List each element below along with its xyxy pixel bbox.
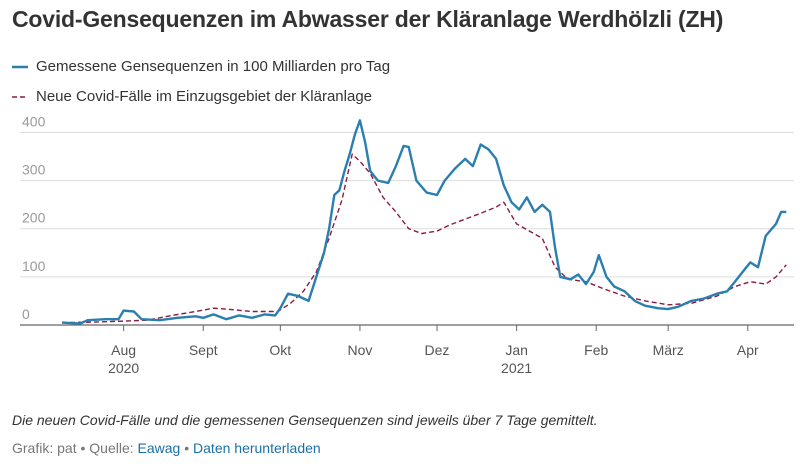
series-line-gensequenzen [61,119,787,325]
chart-title: Covid-Gensequenzen im Abwasser der Klära… [12,6,724,32]
credit-text: Grafik: pat [12,440,77,456]
separator-dot: • [80,440,86,456]
legend-item-gensequenzen: Gemessene Gensequenzen in 100 Milliarden… [12,58,390,75]
legend-dashed-line-icon [12,96,28,98]
legend-item-covid-faelle: Neue Covid-Fälle im Einzugsgebiet der Kl… [12,88,372,105]
source-link-eawag[interactable]: Eawag [137,440,181,456]
download-data-link[interactable]: Daten herunterladen [193,440,321,456]
chart-area: 0 100 200 300 400 Aug 2020 Sept Okt Nov Dez Jan 202… [20,113,794,376]
legend-label-gensequenzen: Gemessene Gensequenzen in 100 Milliarden… [36,58,391,75]
y-tick-label-100: 100 [22,258,46,274]
y-axis-ticks: 0 100 200 300 400 [22,113,46,322]
x-tick-label: Apr [737,342,759,358]
x-tick-sublabel: 2021 [501,360,532,376]
chart-gridlines [20,131,794,326]
source-label: Quelle: [89,440,134,456]
y-tick-label-200: 200 [22,210,46,226]
x-tick-label: Sept [189,342,218,358]
x-tick-label: Jan [505,342,528,358]
chart-series [61,119,787,325]
x-tick-label: Dez [425,342,450,358]
chart-note: Die neuen Covid-Fälle und die gemessenen… [12,412,598,428]
x-tick-label: Feb [584,342,608,358]
x-tick-label: Okt [269,342,291,358]
x-tick-label: Nov [347,342,372,358]
y-tick-label-0: 0 [22,306,30,322]
x-tick-label: Aug [111,342,136,358]
legend-label-covid-faelle: Neue Covid-Fälle im Einzugsgebiet der Kl… [36,88,373,105]
legend-solid-line-icon [12,65,28,69]
chart-source: Grafik: pat • Quelle: Eawag • Daten heru… [12,440,321,456]
x-axis-ticks: Aug 2020 Sept Okt Nov Dez Jan 2021 Feb März Apr [108,325,759,376]
y-tick-label-300: 300 [22,162,46,178]
y-tick-label-400: 400 [22,113,46,129]
separator-dot: • [184,440,190,456]
x-tick-label: März [653,342,684,358]
series-line-covid-faelle [61,153,787,324]
x-tick-sublabel: 2020 [108,360,139,376]
